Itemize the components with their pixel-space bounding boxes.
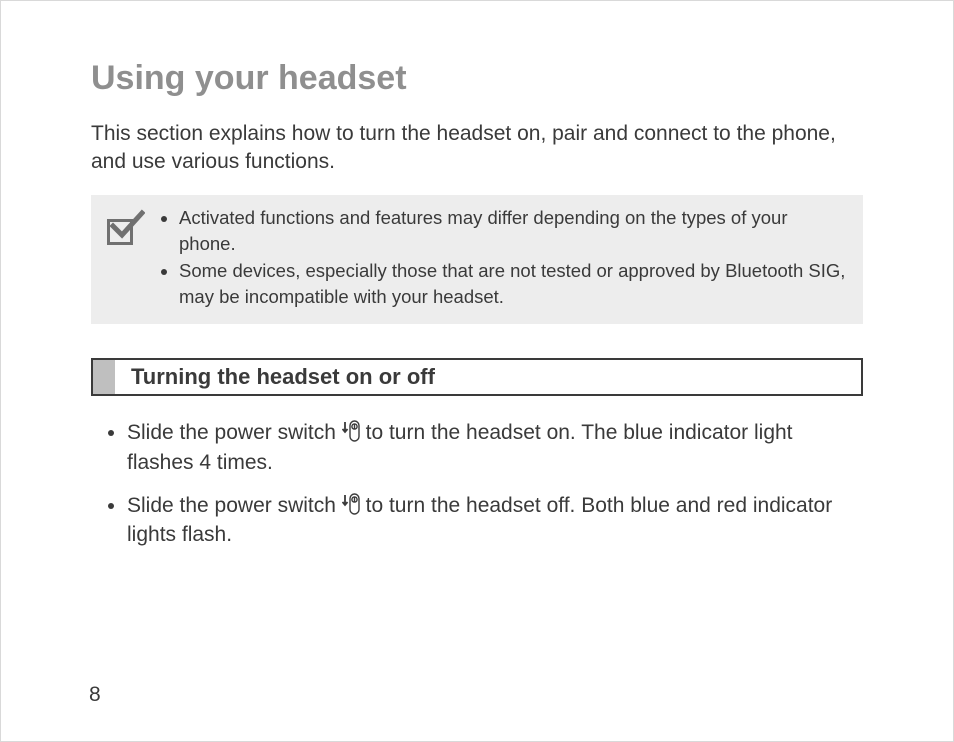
manual-page: Using your headset This section explains… (0, 0, 954, 742)
note-box: Activated functions and features may dif… (91, 195, 863, 325)
page-title: Using your headset (91, 59, 863, 98)
instruction-list: Slide the power switch to turn the heads… (91, 418, 863, 550)
instruction-text-before: Slide the power switch (127, 494, 342, 517)
power-switch-icon (342, 420, 360, 442)
checkbox-icon (107, 211, 141, 245)
instruction-text-before: Slide the power switch (127, 421, 342, 444)
power-switch-icon (342, 493, 360, 515)
page-number: 8 (89, 683, 101, 707)
instruction-item: Slide the power switch to turn the heads… (127, 418, 863, 477)
section-heading: Turning the headset on or off (115, 360, 435, 394)
note-list: Activated functions and features may dif… (159, 205, 847, 313)
note-item: Activated functions and features may dif… (179, 205, 847, 257)
note-item: Some devices, especially those that are … (179, 258, 847, 310)
intro-paragraph: This section explains how to turn the he… (91, 120, 863, 177)
section-header: Turning the headset on or off (91, 358, 863, 396)
section-header-tab (93, 360, 115, 394)
instruction-item: Slide the power switch to turn the heads… (127, 491, 863, 550)
